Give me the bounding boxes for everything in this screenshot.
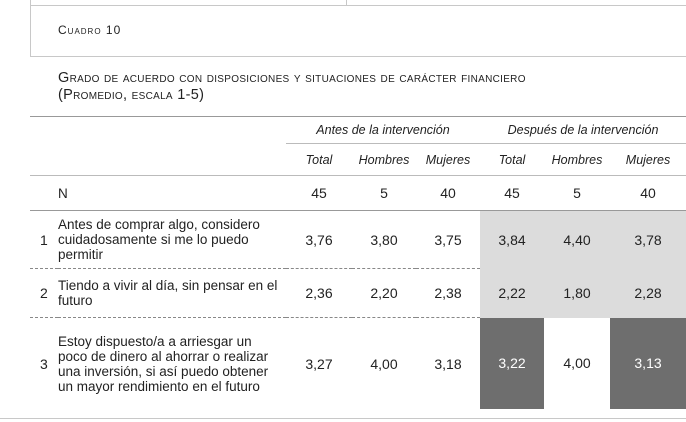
frame-tick-line [346, 0, 347, 6]
sub-header-row: Total Hombres Mujeres Total Hombres Muje… [30, 143, 686, 176]
frame-header-line [30, 56, 686, 57]
n-value: 40 [640, 185, 656, 201]
n-value: 5 [573, 185, 581, 201]
frame-left-line [30, 0, 31, 56]
subheader-hombres-after: Hombres [544, 143, 611, 176]
cell-value-highlight: 2,22 [480, 268, 545, 318]
subheader-total-before: Total [286, 143, 352, 176]
row-label: Estoy dispuesto/a a arriesgar un poco de… [58, 333, 269, 394]
cell-value: 2,20 [352, 268, 416, 318]
n-value: 45 [504, 185, 520, 201]
row-index: 3 [40, 355, 48, 372]
cell-value-highlight: 4,40 [544, 210, 611, 269]
table-row: 1 Antes de comprar algo, considero cuida… [30, 210, 686, 269]
subheader-mujeres-after: Mujeres [610, 143, 686, 176]
cell-value: 4,00 [370, 355, 398, 372]
subheader-mujeres-before: Mujeres [416, 143, 481, 176]
cell-value-highlight: 1,80 [544, 268, 611, 318]
cell-value-dark-highlight: 3,13 [610, 317, 686, 409]
frame-bottom-line [0, 418, 686, 419]
subheader-total-after: Total [480, 143, 545, 176]
n-label: N [58, 185, 68, 201]
row-label: Antes de comprar algo, considero cuidado… [58, 210, 286, 269]
cell-value: 2,36 [286, 268, 352, 318]
title-line-2: (Promedio, escala 1-5) [58, 87, 205, 103]
row-label: Tiendo a vivir al día, sin pensar en el … [58, 268, 286, 318]
group-after: Después de la intervención [480, 116, 686, 144]
cell-value: 3,75 [416, 210, 481, 269]
group-before: Antes de la intervención [286, 116, 481, 144]
title-line-1: Grado de acuerdo con disposiciones y sit… [58, 70, 526, 86]
cell-value: 3,80 [352, 210, 416, 269]
table-number: Cuadro 10 [58, 23, 122, 37]
n-value: 5 [380, 185, 388, 201]
data-table: Antes de la intervención Después de la i… [30, 116, 686, 409]
subheader-hombres-before: Hombres [352, 143, 416, 176]
row-index: 1 [30, 210, 58, 269]
frame-top-line [30, 5, 686, 6]
table-title: Grado de acuerdo con disposiciones y sit… [58, 70, 678, 104]
cell-value: 3,27 [305, 355, 333, 372]
n-row: N 45 5 40 45 5 40 [30, 176, 686, 211]
group-header-row: Antes de la intervención Después de la i… [30, 116, 686, 144]
cell-value: 3,18 [434, 355, 462, 372]
table-row: 3 Estoy dispuesto/a a arriesgar un poco … [30, 317, 686, 409]
cell-value-highlight: 3,78 [610, 210, 686, 269]
cell-value: 2,38 [416, 268, 481, 318]
cell-value: 3,76 [286, 210, 352, 269]
n-value: 45 [311, 185, 327, 201]
row-index: 2 [30, 268, 58, 318]
cell-value-highlight: 3,84 [480, 210, 545, 269]
n-value: 40 [440, 185, 456, 201]
cell-value: 4,00 [563, 355, 591, 372]
cell-value-dark-highlight: 3,22 [480, 317, 545, 409]
cell-value-highlight: 2,28 [610, 268, 686, 318]
table-row: 2 Tiendo a vivir al día, sin pensar en e… [30, 268, 686, 318]
